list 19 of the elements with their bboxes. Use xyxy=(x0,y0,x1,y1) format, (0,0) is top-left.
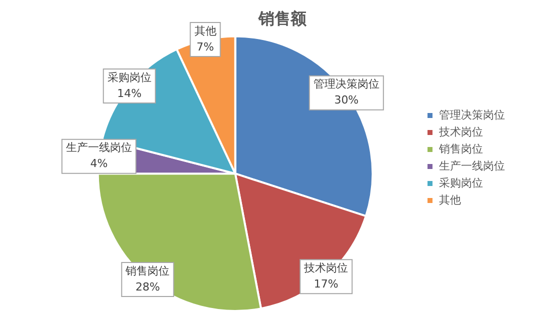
data-label: 14% xyxy=(117,86,142,100)
slice-label: 采购岗位 xyxy=(107,70,152,84)
legend-label: 生产一线岗位 xyxy=(439,159,505,172)
data-label: 4% xyxy=(90,157,108,170)
chart-title: 销售额 xyxy=(258,8,308,28)
legend-label: 其他 xyxy=(439,193,461,206)
data-label: 17% xyxy=(314,278,338,291)
slice-label: 销售岗位 xyxy=(124,264,170,278)
slice-label: 管理决策岗位 xyxy=(313,78,380,91)
legend-label: 采购岗位 xyxy=(439,176,483,190)
data-label: 7% xyxy=(196,40,214,54)
slice-label: 技术岗位 xyxy=(303,262,348,275)
data-label: 28% xyxy=(135,280,160,294)
slice-label: 其他 xyxy=(194,24,216,38)
legend-label: 销售岗位 xyxy=(438,142,483,156)
slice-label: 生产一线岗位 xyxy=(66,141,132,154)
legend-label: 技术岗位 xyxy=(438,125,483,138)
legend-label: 管理决策岗位 xyxy=(439,108,505,122)
data-label: 30% xyxy=(334,94,359,107)
